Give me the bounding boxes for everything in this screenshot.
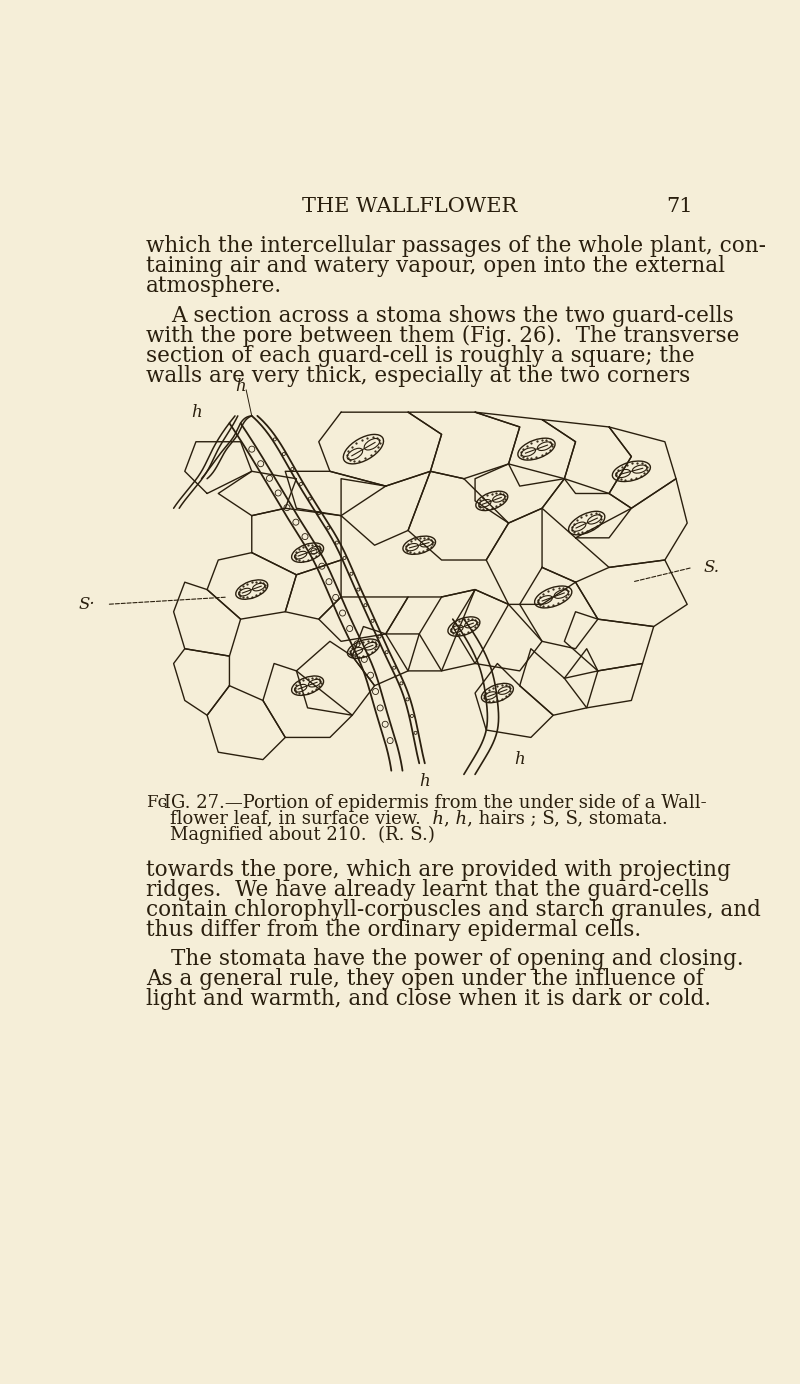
Text: with the pore between them (Fig. 26).  The transverse: with the pore between them (Fig. 26). Th… — [146, 325, 739, 347]
Text: flower leaf, in surface view.  ℎ, ℎ, hairs ; S, S, stomata.: flower leaf, in surface view. ℎ, ℎ, hair… — [170, 810, 667, 828]
Text: thus differ from the ordinary epidermal cells.: thus differ from the ordinary epidermal … — [146, 919, 641, 941]
Text: IG. 27.—Portion of epidermis from the under side of a Wall-: IG. 27.—Portion of epidermis from the un… — [163, 793, 706, 811]
Text: h: h — [419, 774, 430, 790]
Text: h: h — [190, 404, 202, 421]
Text: The stomata have the power of opening and closing.: The stomata have the power of opening an… — [171, 948, 744, 970]
Text: As a general rule, they open under the influence of: As a general rule, they open under the i… — [146, 969, 704, 991]
Text: h: h — [235, 378, 246, 394]
Text: towards the pore, which are provided with projecting: towards the pore, which are provided wit… — [146, 859, 730, 882]
Text: Magnified about 210.  (R. S.): Magnified about 210. (R. S.) — [170, 826, 434, 844]
Text: walls are very thick, especially at the two corners: walls are very thick, especially at the … — [146, 365, 690, 386]
Text: S.: S. — [704, 559, 720, 576]
Text: S·: S· — [79, 597, 95, 613]
Text: light and warmth, and close when it is dark or cold.: light and warmth, and close when it is d… — [146, 988, 711, 1010]
Text: section of each guard-cell is roughly a square; the: section of each guard-cell is roughly a … — [146, 345, 694, 367]
Text: contain chlorophyll-corpuscles and starch granules, and: contain chlorophyll-corpuscles and starc… — [146, 900, 761, 922]
Text: h: h — [514, 752, 525, 768]
Text: THE WALLFLOWER: THE WALLFLOWER — [302, 197, 518, 216]
Text: atmosphere.: atmosphere. — [146, 275, 282, 298]
Text: Fɢ: Fɢ — [146, 793, 167, 811]
Text: taining air and watery vapour, open into the external: taining air and watery vapour, open into… — [146, 256, 725, 277]
Text: ridges.  We have already learnt that the guard-cells: ridges. We have already learnt that the … — [146, 879, 709, 901]
Text: 71: 71 — [666, 197, 693, 216]
Text: which the intercellular passages of the whole plant, con-: which the intercellular passages of the … — [146, 235, 766, 257]
Text: A section across a stoma shows the two guard-cells: A section across a stoma shows the two g… — [171, 304, 734, 327]
